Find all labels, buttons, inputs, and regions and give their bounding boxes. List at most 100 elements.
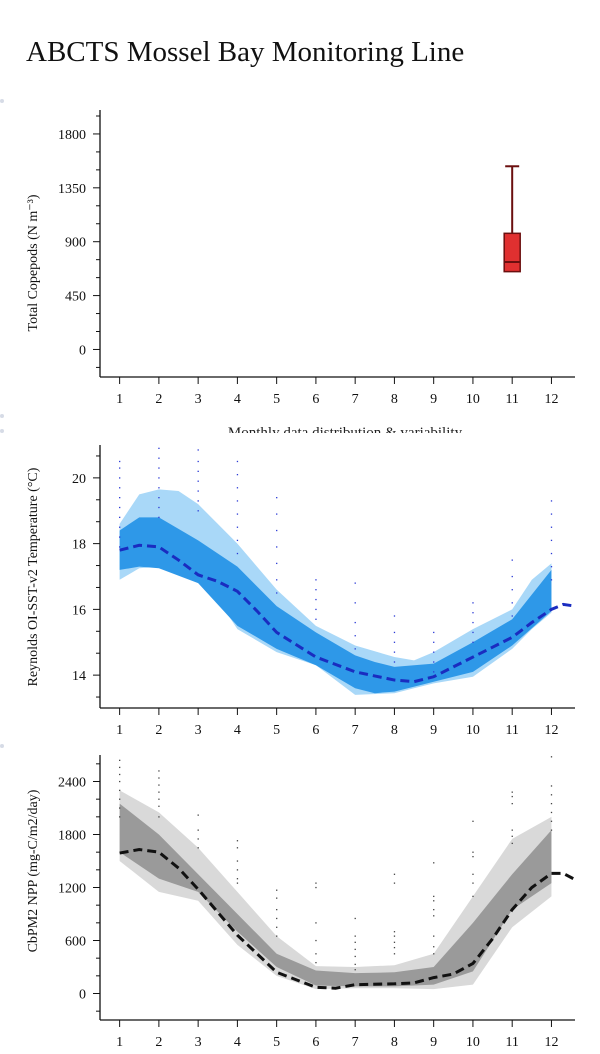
observation-point [236, 526, 239, 528]
observation-point [511, 615, 513, 617]
observation-point [236, 500, 239, 502]
observation-point [119, 516, 121, 519]
observation-point [197, 490, 199, 492]
observation-point [236, 513, 239, 515]
observation-point [236, 539, 239, 542]
box-iqr [503, 232, 521, 273]
x-tick-label: 11 [505, 1035, 518, 1050]
observation-point [158, 516, 160, 519]
observation-point [158, 798, 160, 800]
observation-point [511, 842, 513, 845]
x-tick-label: 7 [352, 723, 359, 738]
observation-point [393, 641, 396, 643]
observation-point [511, 559, 513, 561]
observation-point [550, 829, 553, 831]
x-tick-label: 7 [352, 1035, 359, 1050]
observation-point [550, 756, 553, 758]
page-title: ABCTS Mossel Bay Monitoring Line [26, 36, 465, 68]
observation-point [433, 908, 435, 911]
observation-point [433, 953, 435, 955]
x-tick-label: 12 [544, 723, 558, 738]
x-tick-label: 1 [116, 1035, 123, 1050]
observation-point [197, 470, 199, 472]
y-axis-label: CbPM2 NPP (mg-C/m2/day) [26, 789, 41, 952]
x-tick-label: 11 [505, 723, 518, 738]
observation-point [197, 460, 199, 463]
margin-dot [0, 99, 4, 103]
x-tick-label: 10 [466, 1035, 480, 1050]
observation-point [119, 780, 121, 783]
observation-point [472, 631, 474, 634]
observation-point [158, 457, 160, 459]
observation-point [197, 500, 199, 502]
observation-point [276, 908, 278, 911]
observation-point [119, 497, 121, 499]
observation-point [236, 882, 239, 884]
observation-point [197, 814, 199, 816]
x-tick-label: 1 [116, 723, 123, 738]
observation-point [472, 641, 474, 643]
observation-point [276, 889, 278, 891]
observation-point [550, 820, 553, 822]
observation-point [354, 935, 356, 937]
observation-point [511, 835, 513, 837]
observation-point [550, 579, 553, 581]
observation-point [158, 816, 160, 818]
observation-point [236, 487, 239, 489]
x-tick-label: 5 [273, 392, 280, 407]
x-tick-label: 4 [234, 723, 241, 738]
observation-point [550, 552, 553, 555]
observation-point [393, 631, 396, 634]
x-tick-label: 4 [234, 392, 241, 407]
y-tick-label: 900 [65, 236, 86, 251]
observation-point [511, 589, 513, 591]
observation-point [433, 631, 435, 634]
observation-point [472, 602, 474, 604]
observation-point [158, 770, 160, 772]
observation-point [158, 506, 160, 509]
inner-variability-band [119, 517, 552, 694]
observation-point [119, 536, 121, 538]
observation-point [119, 759, 121, 761]
outer-variability-band [119, 790, 552, 990]
observation-point [393, 931, 396, 933]
observation-point [315, 922, 317, 924]
observation-point [236, 552, 239, 555]
observation-point [393, 651, 396, 653]
observation-point [158, 777, 160, 779]
x-tick-label: 12 [544, 1035, 558, 1050]
observation-point [315, 939, 317, 942]
observation-point [550, 539, 553, 542]
observation-point [158, 477, 160, 479]
margin-dot [0, 414, 4, 418]
observation-point [236, 860, 239, 862]
climatological-mean-line [119, 543, 576, 684]
x-tick-label: 2 [155, 723, 162, 738]
observation-point [472, 895, 474, 898]
observation-point [236, 473, 239, 476]
observation-point [276, 897, 278, 899]
y-tick-label: 0 [79, 988, 86, 1003]
observation-point [119, 798, 121, 800]
y-tick-label: 14 [72, 669, 86, 684]
outer-variability-band [119, 489, 552, 695]
observation-point [276, 529, 278, 532]
observation-point [393, 953, 396, 955]
y-tick-label: 1800 [58, 128, 86, 143]
observation-point [354, 582, 356, 584]
observation-point [276, 497, 278, 499]
climatological-mean-line [119, 847, 576, 990]
observation-point [236, 460, 239, 463]
y-tick-label: 18 [72, 538, 86, 553]
observation-point [119, 816, 121, 818]
observation-point [119, 526, 121, 528]
observation-point [315, 589, 317, 591]
observation-point [472, 873, 474, 875]
x-tick-label: 8 [391, 392, 398, 407]
observation-point [393, 935, 396, 937]
observation-point [197, 480, 199, 482]
